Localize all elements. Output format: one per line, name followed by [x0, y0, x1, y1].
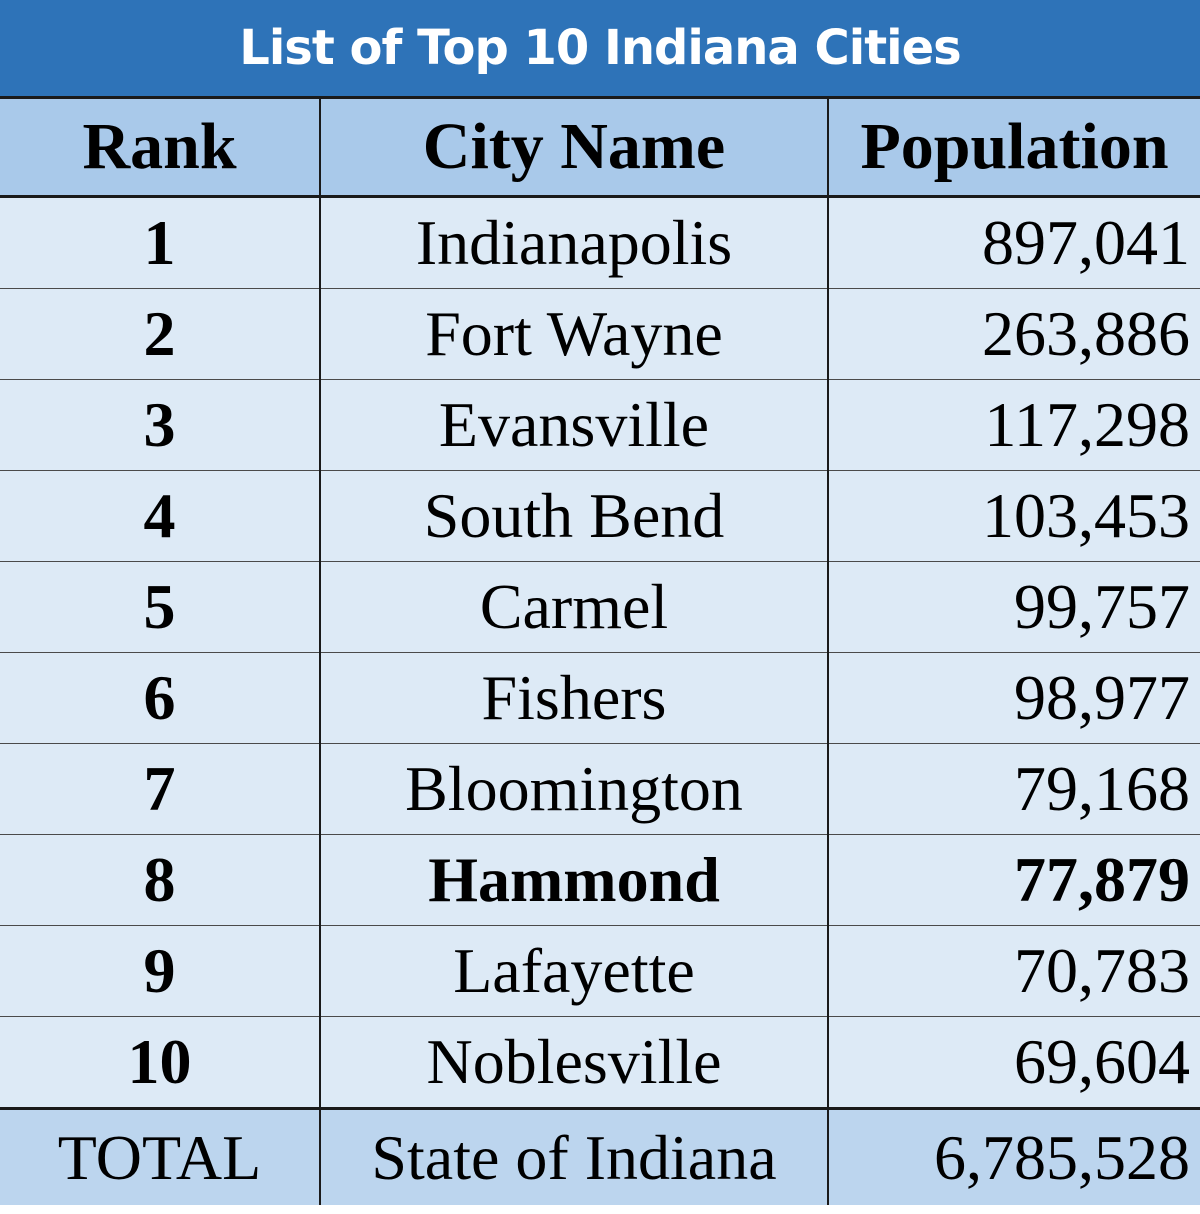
population-cell: 77,879 — [827, 834, 1200, 926]
total-label: TOTAL — [0, 1107, 321, 1205]
city-cell: Hammond — [319, 834, 829, 926]
table-row: 10 Noblesville 69,604 — [0, 1016, 1200, 1109]
total-row: TOTAL State of Indiana 6,785,528 — [0, 1107, 1200, 1205]
header-rank: Rank — [0, 96, 321, 198]
rank-cell: 4 — [0, 470, 321, 562]
table-row: 6 Fishers 98,977 — [0, 652, 1200, 744]
rank-cell: 2 — [0, 288, 321, 380]
rank-cell: 3 — [0, 379, 321, 471]
table-title: List of Top 10 Indiana Cities — [0, 0, 1200, 96]
population-cell: 69,604 — [827, 1016, 1200, 1109]
city-cell: Noblesville — [319, 1016, 829, 1109]
table-row: 7 Bloomington 79,168 — [0, 743, 1200, 835]
rank-cell: 7 — [0, 743, 321, 835]
table-row-highlighted: 8 Hammond 77,879 — [0, 834, 1200, 926]
cities-table: Rank City Name Population 1 Indianapolis… — [0, 96, 1200, 1205]
header-city-name: City Name — [319, 96, 829, 198]
table-row: 4 South Bend 103,453 — [0, 470, 1200, 562]
population-cell: 897,041 — [827, 196, 1200, 289]
rank-cell: 8 — [0, 834, 321, 926]
rank-cell: 6 — [0, 652, 321, 744]
table-row: 9 Lafayette 70,783 — [0, 925, 1200, 1017]
city-cell: Carmel — [319, 561, 829, 653]
population-cell: 103,453 — [827, 470, 1200, 562]
rank-cell: 1 — [0, 196, 321, 289]
population-cell: 263,886 — [827, 288, 1200, 380]
population-cell: 117,298 — [827, 379, 1200, 471]
table-row: 2 Fort Wayne 263,886 — [0, 288, 1200, 380]
total-population: 6,785,528 — [827, 1107, 1200, 1205]
header-population: Population — [827, 96, 1200, 198]
population-cell: 98,977 — [827, 652, 1200, 744]
header-row: Rank City Name Population — [0, 96, 1200, 198]
city-cell: Bloomington — [319, 743, 829, 835]
city-cell: Lafayette — [319, 925, 829, 1017]
rank-cell: 5 — [0, 561, 321, 653]
city-cell: Evansville — [319, 379, 829, 471]
table-row: 3 Evansville 117,298 — [0, 379, 1200, 471]
city-cell: Fishers — [319, 652, 829, 744]
total-region: State of Indiana — [319, 1107, 829, 1205]
rank-cell: 9 — [0, 925, 321, 1017]
city-cell: South Bend — [319, 470, 829, 562]
population-cell: 79,168 — [827, 743, 1200, 835]
table-row: 5 Carmel 99,757 — [0, 561, 1200, 653]
rank-cell: 10 — [0, 1016, 321, 1109]
city-cell: Fort Wayne — [319, 288, 829, 380]
city-cell: Indianapolis — [319, 196, 829, 289]
population-cell: 70,783 — [827, 925, 1200, 1017]
population-cell: 99,757 — [827, 561, 1200, 653]
table-row: 1 Indianapolis 897,041 — [0, 196, 1200, 289]
